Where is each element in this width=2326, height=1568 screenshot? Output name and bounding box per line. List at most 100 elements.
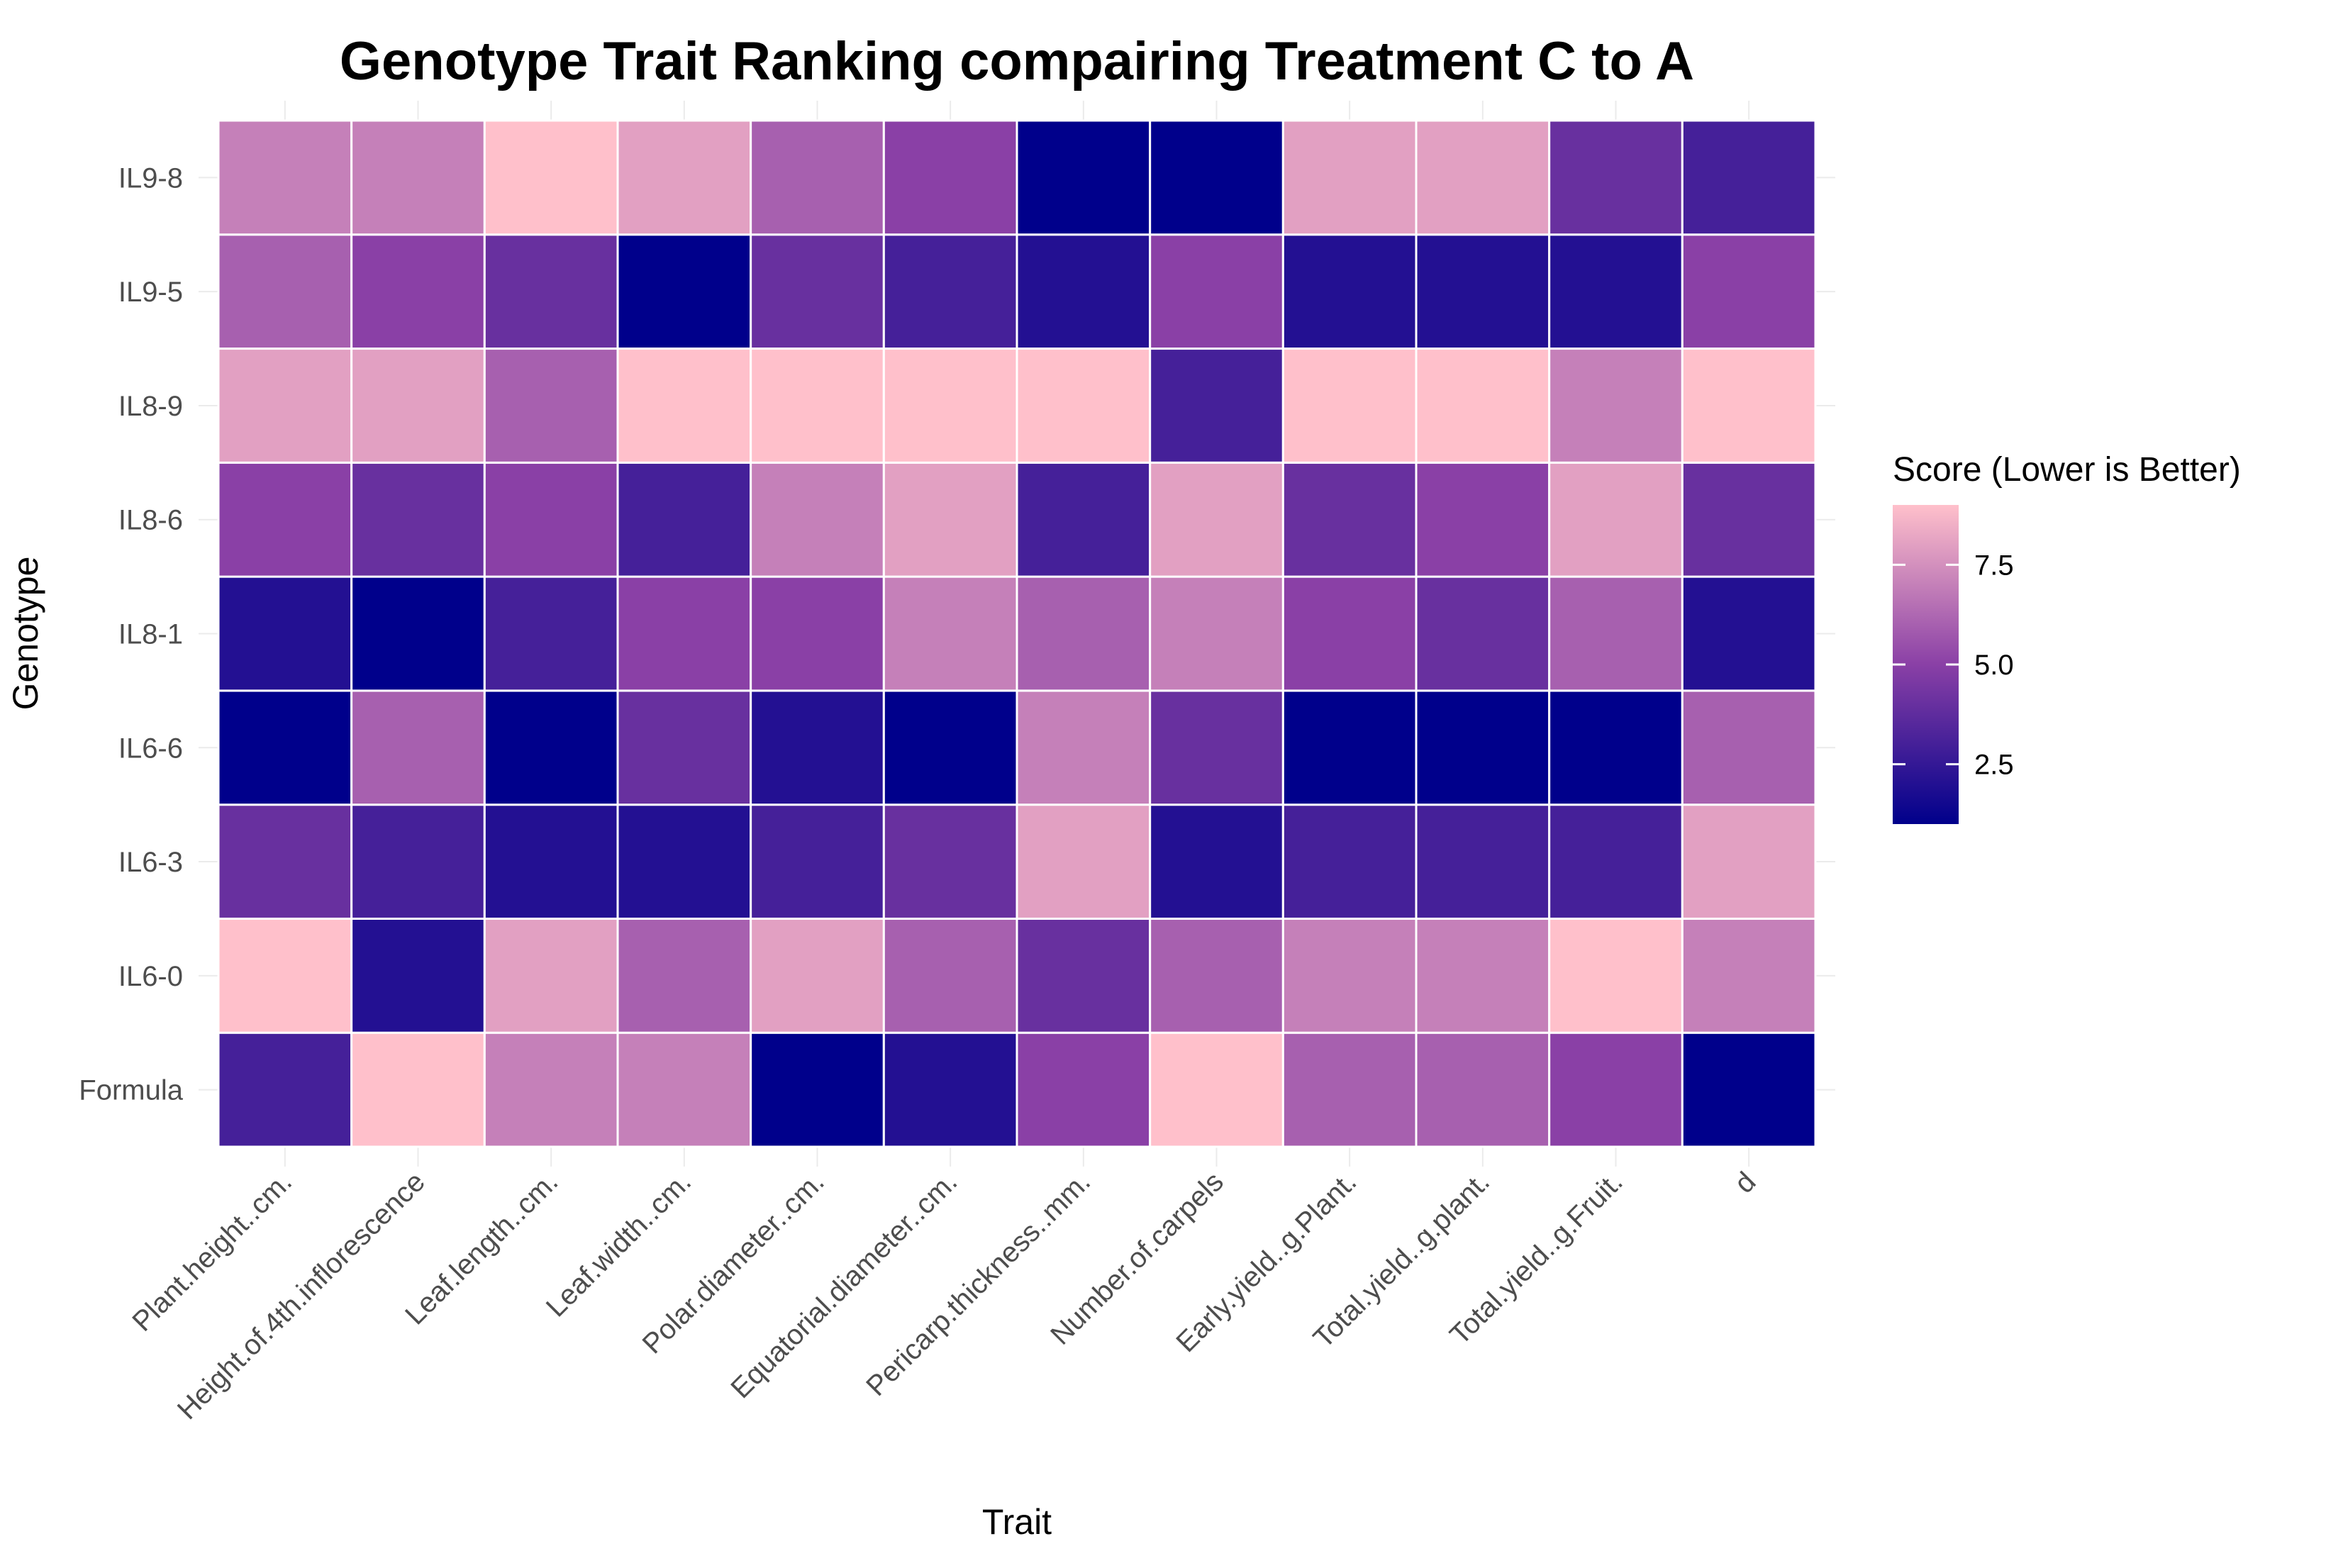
heatmap-cell (1548, 804, 1684, 920)
heatmap-cell (1548, 119, 1684, 236)
heatmap-cell (350, 461, 486, 578)
heatmap-cell (217, 804, 353, 920)
heatmap-cell (882, 1031, 1018, 1148)
y-axis-ticks: Formula IL6-0 IL6-3 IL6-6 IL8-1 IL8-6 IL8-9 IL9… (79, 162, 183, 1106)
legend-title: Score (Lower is Better) (1893, 451, 2241, 489)
heatmap-cell (1548, 1031, 1684, 1148)
heatmap-cell (1415, 233, 1551, 350)
heatmap-cell (616, 689, 752, 806)
legend-tick-label: 5.0 (1974, 650, 2014, 681)
heatmap-cell (1681, 1031, 1817, 1148)
heatmap-cell (350, 233, 486, 350)
y-axis-title: Genotype (6, 557, 45, 711)
heatmap-cell (350, 804, 486, 920)
heatmap-cell (750, 917, 885, 1034)
heatmap-cell (1415, 917, 1551, 1034)
y-tick-label: IL6-3 (118, 847, 183, 878)
heatmap-cell (882, 233, 1018, 350)
heatmap-cell (1548, 233, 1684, 350)
heatmap-cell (217, 575, 353, 692)
heatmap-cell (616, 575, 752, 692)
heatmap-cell (1548, 347, 1684, 464)
legend: Score (Lower is Better) 2.5 5.0 7.5 (1893, 451, 2241, 824)
heatmap-cell (483, 689, 619, 806)
heatmap-cells (217, 119, 1817, 1148)
heatmap-cell (1149, 575, 1284, 692)
heatmap-cell (1015, 804, 1152, 920)
heatmap-cell (1681, 461, 1817, 578)
heatmap-cell (1415, 119, 1551, 236)
heatmap-cell (1149, 917, 1284, 1034)
y-tick-label: IL6-6 (118, 733, 183, 764)
heatmap-cell (217, 461, 353, 578)
heatmap-cell (616, 461, 752, 578)
heatmap-cell (350, 689, 486, 806)
heatmap-cell (882, 119, 1018, 236)
heatmap-cell (1015, 119, 1152, 236)
heatmap-cell (616, 917, 752, 1034)
heatmap-cell (1681, 233, 1817, 350)
heatmap-cell (1415, 689, 1551, 806)
legend-tick-label: 7.5 (1974, 550, 2014, 581)
heatmap-cell (1281, 233, 1418, 350)
y-tick-label: Formula (79, 1075, 183, 1106)
heatmap-cell (1149, 461, 1284, 578)
heatmap-cell (1281, 804, 1418, 920)
heatmap-cell (1281, 461, 1418, 578)
heatmap-cell (750, 689, 885, 806)
heatmap-cell (350, 119, 486, 236)
heatmap-cell (217, 1031, 353, 1148)
heatmap-cell (882, 461, 1018, 578)
heatmap-cell (350, 347, 486, 464)
heatmap-cell (882, 347, 1018, 464)
x-axis-title: Trait (982, 1502, 1052, 1542)
y-tick-label: IL8-1 (118, 619, 183, 650)
heatmap-cell (1281, 1031, 1418, 1148)
heatmap-cell (483, 1031, 619, 1148)
heatmap-cell (616, 119, 752, 236)
heatmap-cell (350, 1031, 486, 1148)
heatmap-cell (1015, 347, 1152, 464)
heatmap-cell (217, 233, 353, 350)
y-tick-label: IL8-9 (118, 391, 183, 422)
heatmap-cell (1281, 347, 1418, 464)
heatmap-cell (350, 917, 486, 1034)
heatmap-cell (1415, 575, 1551, 692)
y-tick-label: IL9-5 (118, 277, 183, 308)
heatmap-cell (1015, 233, 1152, 350)
heatmap-cell (483, 119, 619, 236)
heatmap-cell (483, 917, 619, 1034)
heatmap-cell (1548, 575, 1684, 692)
heatmap-cell (1149, 233, 1284, 350)
heatmap-cell (1149, 119, 1284, 236)
heatmap-cell (350, 575, 486, 692)
heatmap-cell (1281, 689, 1418, 806)
heatmap-cell (1681, 689, 1817, 806)
heatmap-cell (1681, 347, 1817, 464)
heatmap-cell (1681, 119, 1817, 236)
y-tick-label: IL8-6 (118, 505, 183, 536)
heatmap-cell (483, 804, 619, 920)
y-tick-label: IL9-8 (118, 162, 183, 194)
heatmap-cell (1415, 804, 1551, 920)
heatmap-cell (882, 804, 1018, 920)
heatmap-cell (1281, 917, 1418, 1034)
legend-ticks: 2.5 5.0 7.5 (1893, 550, 2014, 781)
heatmap-cell (1415, 1031, 1551, 1148)
heatmap-cell (616, 1031, 752, 1148)
heatmap-cell (882, 917, 1018, 1034)
heatmap-cell (1149, 689, 1284, 806)
heatmap-cell (1281, 119, 1418, 236)
heatmap-cell (483, 575, 619, 692)
heatmap-cell (217, 917, 353, 1034)
legend-tick-label: 2.5 (1974, 750, 2014, 781)
heatmap-cell (750, 461, 885, 578)
heatmap-cell (616, 804, 752, 920)
heatmap-cell (1415, 347, 1551, 464)
heatmap-cell (483, 233, 619, 350)
heatmap-cell (1015, 917, 1152, 1034)
heatmap-cell (616, 233, 752, 350)
heatmap-cell (750, 233, 885, 350)
heatmap-cell (1149, 804, 1284, 920)
